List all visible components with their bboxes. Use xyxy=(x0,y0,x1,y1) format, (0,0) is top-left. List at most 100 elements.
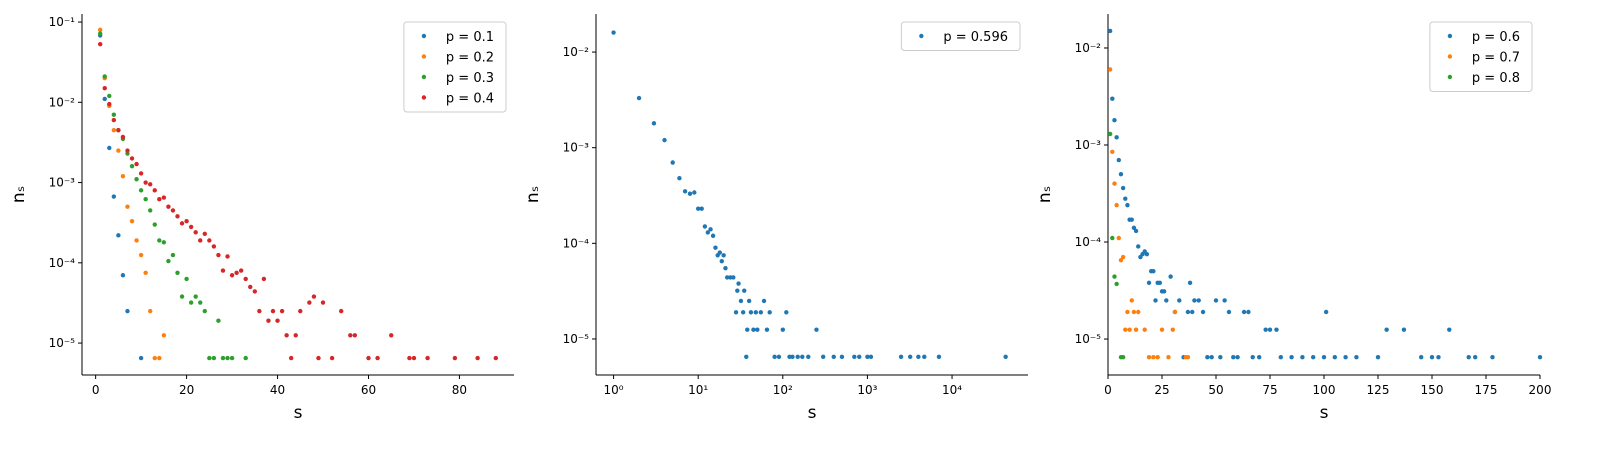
point xyxy=(1159,327,1165,332)
point xyxy=(216,318,221,323)
legend-label: p = 0.8 xyxy=(1472,71,1520,86)
point xyxy=(148,308,153,314)
legend-label: p = 0.6 xyxy=(1472,30,1520,45)
point xyxy=(857,354,862,360)
point xyxy=(243,276,248,282)
y-axis-label: nₛ xyxy=(523,186,543,203)
x-tick-label: 175 xyxy=(1475,383,1498,397)
point xyxy=(1118,257,1124,263)
point xyxy=(161,195,167,200)
point xyxy=(138,252,144,258)
point xyxy=(1213,298,1219,303)
point xyxy=(193,230,198,235)
point xyxy=(111,127,117,133)
point xyxy=(742,288,747,293)
point xyxy=(1436,354,1441,360)
point xyxy=(143,180,148,185)
point xyxy=(298,308,303,314)
legend: p = 0.6 p = 0.7 p = 0.8 xyxy=(1429,21,1533,92)
point xyxy=(1112,274,1117,279)
point xyxy=(111,112,117,117)
point xyxy=(1161,289,1167,294)
x-tick-label: 10² xyxy=(773,383,793,397)
point xyxy=(348,333,353,338)
y-tick-label: 10⁻³ xyxy=(563,141,590,155)
point xyxy=(352,333,358,338)
point xyxy=(252,289,257,294)
point xyxy=(1222,298,1227,303)
point xyxy=(1110,149,1115,155)
point xyxy=(1155,354,1160,360)
point xyxy=(746,298,752,304)
point xyxy=(748,310,754,315)
point xyxy=(651,121,657,126)
point xyxy=(1170,327,1176,332)
point xyxy=(761,298,767,304)
point xyxy=(161,240,167,245)
point xyxy=(744,354,749,360)
point xyxy=(320,300,326,305)
x-tick-label: 10⁰ xyxy=(604,383,624,397)
legend-label: p = 0.2 xyxy=(446,51,494,66)
point xyxy=(143,270,148,276)
point xyxy=(1118,172,1124,177)
y-axis-label: nₛ xyxy=(1035,186,1055,203)
point xyxy=(636,95,642,101)
point xyxy=(1112,118,1117,123)
point xyxy=(157,197,162,202)
point xyxy=(234,270,239,276)
point xyxy=(1114,135,1119,140)
y-axis-label: nₛ xyxy=(9,186,29,203)
point xyxy=(152,355,157,361)
point xyxy=(170,208,176,213)
point xyxy=(284,333,289,338)
point xyxy=(238,268,244,273)
legend-frame xyxy=(1429,21,1533,92)
point xyxy=(184,276,189,282)
point xyxy=(719,259,724,264)
point xyxy=(125,308,130,314)
point xyxy=(814,327,819,332)
point xyxy=(152,188,157,193)
point xyxy=(248,284,253,290)
point xyxy=(1278,354,1284,360)
point xyxy=(1166,354,1171,360)
point xyxy=(916,354,921,360)
point xyxy=(865,354,870,360)
point xyxy=(767,310,772,315)
point xyxy=(1246,309,1251,315)
y-tick-label: 10⁻⁵ xyxy=(49,336,76,350)
point xyxy=(852,354,857,360)
point xyxy=(1354,354,1359,360)
y-tick-label: 10⁻² xyxy=(563,45,590,59)
x-tick-label: 10³ xyxy=(857,383,877,397)
legend-label: p = 0.4 xyxy=(446,92,494,107)
point xyxy=(1235,354,1240,360)
x-tick-label: 0 xyxy=(92,383,100,397)
point xyxy=(662,137,667,143)
point xyxy=(129,156,135,161)
point xyxy=(266,318,271,323)
point xyxy=(202,231,207,236)
point xyxy=(1142,327,1147,332)
point xyxy=(755,327,760,332)
point xyxy=(125,204,130,209)
point xyxy=(1187,280,1193,285)
point xyxy=(1131,225,1137,231)
point xyxy=(1419,354,1424,360)
point xyxy=(1343,354,1348,360)
point xyxy=(753,310,759,315)
point xyxy=(868,354,874,360)
point xyxy=(1003,354,1008,360)
point xyxy=(120,273,126,278)
x-axis-label: s xyxy=(808,403,817,423)
point xyxy=(738,298,744,304)
point xyxy=(1131,309,1137,315)
point xyxy=(800,354,805,360)
point xyxy=(790,354,795,360)
point xyxy=(198,238,203,243)
legend-marker xyxy=(1447,54,1453,59)
point xyxy=(1172,309,1178,315)
y-tick-label: 10⁻⁴ xyxy=(49,256,76,270)
point xyxy=(1332,354,1338,360)
